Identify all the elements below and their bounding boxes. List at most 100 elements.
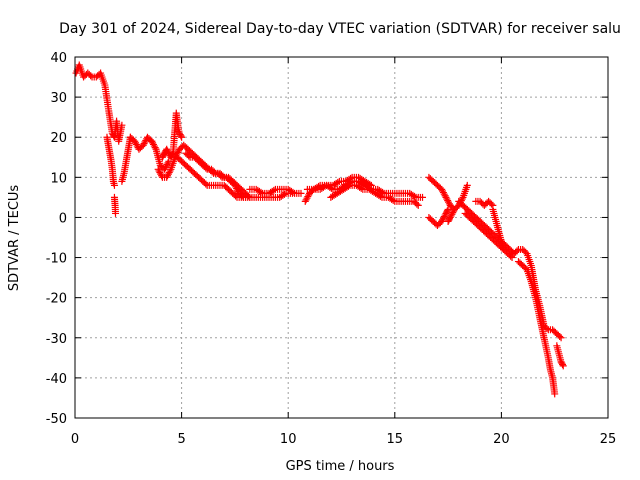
y-tick-label: -20 (46, 292, 67, 307)
data-point (438, 217, 446, 225)
x-tick-label: 0 (71, 432, 79, 447)
data-point (441, 211, 449, 219)
data-point (302, 196, 310, 204)
data-point (463, 181, 471, 189)
data-point (556, 332, 564, 340)
data-point (87, 72, 95, 80)
y-tick-label: 10 (50, 171, 67, 186)
x-tick-label: 15 (387, 432, 404, 447)
data-point (150, 142, 158, 150)
data-point (164, 172, 172, 180)
y-tick-label: -30 (46, 332, 67, 347)
data-point (344, 182, 352, 190)
data-point (164, 170, 172, 178)
data-point (440, 213, 448, 221)
data-point (376, 192, 384, 200)
data-point (289, 188, 297, 196)
data-point (440, 190, 448, 198)
data-point (487, 200, 495, 208)
data-point (148, 137, 156, 145)
data-point (177, 132, 185, 140)
data-point (165, 169, 173, 177)
data-point (443, 195, 451, 203)
data-point (270, 186, 278, 194)
data-point (559, 362, 567, 370)
data-point (439, 189, 447, 197)
y-tick-label: 20 (50, 131, 67, 146)
data-point (163, 173, 171, 181)
data-point (112, 209, 120, 217)
data-point (132, 140, 140, 148)
data-point (449, 209, 457, 217)
data-point (202, 180, 210, 188)
data-point (163, 145, 171, 153)
data-point (513, 247, 521, 255)
data-point (164, 148, 172, 156)
data-point (161, 164, 169, 172)
data-point (232, 192, 240, 200)
data-point (444, 205, 452, 213)
y-tick-label: 0 (59, 211, 67, 226)
data-point (304, 193, 312, 201)
grid-lines (75, 57, 608, 418)
data-point (315, 182, 323, 190)
data-point (446, 215, 454, 223)
plot-border (74, 56, 609, 419)
y-axis-title: SDTVAR / TECUs (7, 185, 22, 292)
data-point (149, 140, 157, 148)
data-point (202, 164, 210, 172)
data-point (132, 139, 140, 147)
data-point (419, 193, 427, 201)
data-point (140, 140, 148, 148)
data-point (441, 192, 449, 200)
data-point (154, 165, 162, 173)
data-point (149, 139, 157, 147)
axis-ticks: 0 5 10 15 20 25 -50 -40 -30 -20 -10 0 10 20 30 40 (46, 51, 617, 447)
data-point (444, 197, 452, 205)
data-points (72, 61, 567, 398)
data-point (162, 162, 170, 170)
data-point (131, 137, 139, 145)
data-point (551, 390, 559, 398)
data-point (297, 189, 305, 197)
data-point (219, 172, 227, 180)
data-point (244, 192, 252, 200)
data-point (156, 169, 164, 177)
data-point (141, 138, 149, 146)
data-point (446, 213, 454, 221)
data-point (166, 167, 174, 175)
data-point (158, 172, 166, 180)
data-point (303, 194, 311, 202)
data-point (139, 141, 147, 149)
data-point (157, 170, 165, 178)
data-point (257, 188, 265, 196)
data-point (327, 184, 335, 192)
data-point (301, 197, 309, 205)
data-point (439, 187, 447, 195)
data-point (110, 181, 118, 189)
data-point (414, 201, 422, 209)
data-point (178, 133, 186, 141)
data-point (439, 216, 447, 224)
data-point (161, 165, 169, 173)
data-point (543, 324, 551, 332)
data-point (118, 121, 126, 129)
data-point (500, 246, 508, 254)
chart-title: Day 301 of 2024, Sidereal Day-to-day VTE… (59, 21, 621, 37)
data-point (439, 214, 447, 222)
data-point (438, 185, 446, 193)
y-tick-label: 30 (50, 91, 67, 106)
data-point (443, 207, 451, 215)
data-point (210, 168, 218, 176)
data-point (389, 196, 397, 204)
y-tick-label: -40 (46, 372, 67, 387)
data-point (185, 152, 193, 160)
y-tick-label: -50 (46, 412, 67, 427)
data-point (163, 160, 171, 168)
x-tick-label: 25 (600, 432, 617, 447)
y-tick-label: -10 (46, 252, 67, 267)
x-tick-label: 20 (493, 432, 510, 447)
x-tick-label: 5 (177, 432, 185, 447)
